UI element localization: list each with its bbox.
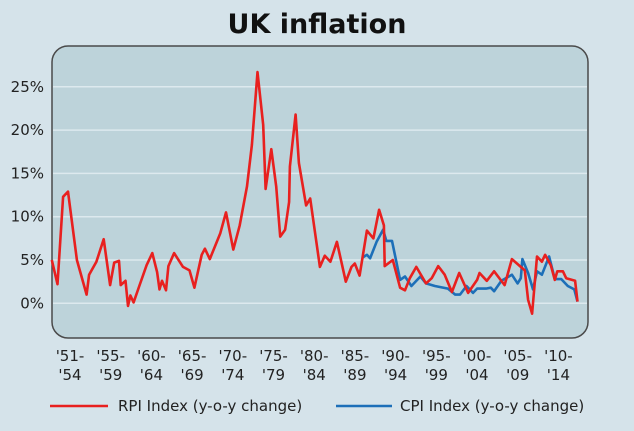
x-tick-label: '89: [343, 366, 366, 384]
x-tick-label: '54: [58, 366, 81, 384]
x-tick-label: '70-: [218, 347, 247, 365]
y-tick-label: 15%: [11, 164, 44, 182]
y-tick-label: 0%: [20, 294, 44, 312]
chart-title: UK inflation: [228, 9, 407, 40]
x-tick-label: '04: [465, 366, 488, 384]
x-tick-label: '84: [303, 366, 326, 384]
x-tick-label: '60-: [137, 347, 166, 365]
x-tick-label: '55-: [96, 347, 125, 365]
y-tick-label: 10%: [11, 208, 44, 226]
rpi-series-line: [50, 70, 579, 316]
x-tick-label: '51-: [56, 347, 85, 365]
x-tick-label: '59: [99, 366, 122, 384]
x-tick-label: '10-: [544, 347, 573, 365]
legend-label: RPI Index (y-o-y change): [118, 397, 302, 415]
x-tick-label: '74: [221, 366, 244, 384]
x-tick-label: '94: [384, 366, 407, 384]
y-tick-label: 20%: [11, 121, 44, 139]
x-tick-label: '85-: [341, 347, 370, 365]
y-tick-label: 5%: [20, 251, 44, 269]
x-tick-label: '95-: [422, 347, 451, 365]
x-tick-label: '79: [262, 366, 285, 384]
x-tick-label: '14: [547, 366, 570, 384]
x-tick-label: '64: [140, 366, 163, 384]
legend-label: CPI Index (y-o-y change): [400, 397, 584, 415]
x-tick-label: '90-: [381, 347, 410, 365]
x-tick-label: '69: [180, 366, 203, 384]
x-tick-label: '99: [425, 366, 448, 384]
x-tick-label: '05-: [503, 347, 532, 365]
x-tick-label: '65-: [178, 347, 207, 365]
x-tick-label: '00-: [463, 347, 492, 365]
plot-area: [51, 45, 589, 339]
cpi-series-line: [362, 228, 579, 302]
x-tick-label: '75-: [259, 347, 288, 365]
y-tick-label: 25%: [11, 78, 44, 96]
x-tick-label: '09: [506, 366, 529, 384]
x-tick-label: '80-: [300, 347, 329, 365]
